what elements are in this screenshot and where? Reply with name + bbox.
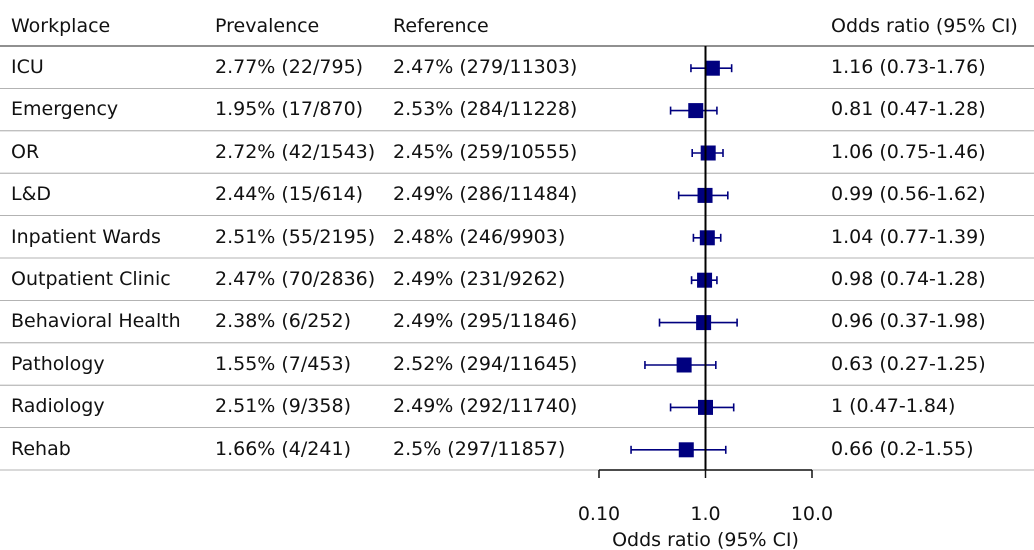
- header-workplace: Workplace: [11, 15, 111, 37]
- point-estimate: [678, 442, 694, 458]
- workplace-cell: Inpatient Wards: [11, 225, 161, 248]
- prevalence-cell: 1.55% (7/453): [215, 352, 351, 375]
- reference-cell: 2.49% (295/11846): [393, 310, 578, 333]
- workplace-cell: L&D: [11, 183, 52, 206]
- workplace-cell: Outpatient Clinic: [11, 268, 171, 290]
- x-axis-label: Odds ratio (95% CI): [612, 529, 799, 550]
- x-tick-label: 1.0: [690, 503, 720, 525]
- odds-ratio-cell: 0.98 (0.74-1.28): [831, 268, 986, 290]
- prevalence-cell: 2.38% (6/252): [215, 310, 351, 333]
- prevalence-cell: 1.66% (4/241): [215, 437, 351, 460]
- workplace-cell: Behavioral Health: [11, 310, 181, 333]
- reference-cell: 2.47% (279/11303): [393, 56, 578, 78]
- workplace-cell: Rehab: [11, 437, 71, 460]
- reference-cell: 2.49% (231/9262): [393, 268, 566, 290]
- odds-ratio-cell: 0.66 (0.2-1.55): [831, 437, 974, 460]
- workplace-cell: OR: [11, 140, 40, 163]
- odds-ratio-cell: 0.96 (0.37-1.98): [831, 310, 986, 333]
- point-estimate: [688, 103, 704, 119]
- prevalence-cell: 2.51% (9/358): [215, 395, 351, 418]
- header-odds-ratio: Odds ratio (95% CI): [831, 15, 1018, 37]
- prevalence-cell: 2.77% (22/795): [215, 56, 364, 78]
- header-reference: Reference: [393, 15, 489, 37]
- point-estimate: [699, 230, 715, 246]
- reference-cell: 2.53% (284/11228): [393, 98, 578, 121]
- odds-ratio-cell: 1.16 (0.73-1.76): [831, 56, 986, 78]
- reference-cell: 2.5% (297/11857): [393, 437, 566, 460]
- header-prevalence: Prevalence: [215, 15, 320, 37]
- point-estimate: [704, 60, 720, 76]
- workplace-cell: Pathology: [11, 352, 105, 375]
- odds-ratio-cell: 0.63 (0.27-1.25): [831, 352, 986, 375]
- prevalence-cell: 2.72% (42/1543): [215, 140, 376, 163]
- point-estimate: [696, 315, 712, 331]
- prevalence-cell: 2.51% (55/2195): [215, 225, 376, 248]
- odds-ratio-cell: 1 (0.47-1.84): [831, 395, 956, 418]
- reference-cell: 2.49% (286/11484): [393, 183, 578, 206]
- odds-ratio-cell: 1.04 (0.77-1.39): [831, 225, 986, 248]
- workplace-cell: ICU: [11, 56, 44, 78]
- prevalence-cell: 2.47% (70/2836): [215, 268, 376, 290]
- reference-cell: 2.48% (246/9903): [393, 225, 566, 248]
- reference-cell: 2.45% (259/10555): [393, 140, 578, 163]
- reference-cell: 2.52% (294/11645): [393, 352, 578, 375]
- prevalence-cell: 2.44% (15/614): [215, 183, 364, 206]
- x-tick-label: 10.0: [791, 503, 833, 525]
- workplace-cell: Emergency: [11, 98, 119, 121]
- reference-cell: 2.49% (292/11740): [393, 395, 578, 418]
- x-tick-label: 0.10: [578, 503, 620, 525]
- prevalence-cell: 1.95% (17/870): [215, 98, 364, 121]
- point-estimate: [676, 357, 692, 373]
- odds-ratio-cell: 0.99 (0.56-1.62): [831, 183, 986, 206]
- point-estimate: [700, 145, 716, 161]
- odds-ratio-cell: 1.06 (0.75-1.46): [831, 140, 986, 163]
- odds-ratio-cell: 0.81 (0.47-1.28): [831, 98, 986, 121]
- workplace-cell: Radiology: [11, 395, 105, 418]
